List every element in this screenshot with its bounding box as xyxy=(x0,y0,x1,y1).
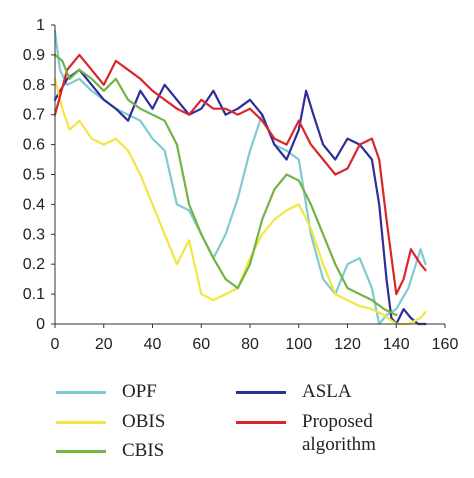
y-tick-label: 0.3 xyxy=(23,226,45,243)
legend-item-proposed: Proposed algorithm xyxy=(236,410,376,456)
y-tick-label: 0 xyxy=(36,316,45,333)
series-layer xyxy=(53,29,427,326)
legend-swatch-asla xyxy=(236,391,286,394)
x-tick-label: 160 xyxy=(432,336,459,353)
x-tick-label: 0 xyxy=(51,336,60,353)
x-tick-label: 40 xyxy=(144,336,162,353)
legend-swatch-obis xyxy=(56,421,106,424)
axes: 0 0.1 0.2 0.3 0.4 0.5 0.6 0.7 0.8 0.9 1 0 20 40 60 80 10… xyxy=(23,17,459,353)
legend-label-asla: ASLA xyxy=(302,381,352,402)
legend-item-opf: OPF xyxy=(56,380,157,403)
series-line-proposed xyxy=(53,53,427,296)
series-line-obis xyxy=(53,77,427,326)
legend-swatch-opf xyxy=(56,391,106,394)
legend-label-opf: OPF xyxy=(122,381,157,402)
series-line-cbis xyxy=(53,53,398,317)
x-tick-label: 80 xyxy=(241,336,259,353)
x-tick-label: 60 xyxy=(192,336,210,353)
y-tick-label: 0.1 xyxy=(23,286,45,303)
legend-item-asla: ASLA xyxy=(236,380,352,403)
y-tick-label: 1 xyxy=(36,17,45,34)
y-tick-label: 0.9 xyxy=(23,47,45,64)
legend-item-obis: OBIS xyxy=(56,410,165,433)
y-tick-label: 0.2 xyxy=(23,256,45,273)
line-chart: 0 0.1 0.2 0.3 0.4 0.5 0.6 0.7 0.8 0.9 1 0 20 40 60 80 10… xyxy=(23,17,459,353)
legend-label-cbis: CBIS xyxy=(122,440,165,461)
y-tick-label: 0.8 xyxy=(23,77,45,94)
legend-item-cbis: CBIS xyxy=(56,439,164,462)
legend-swatch-proposed xyxy=(236,421,286,424)
x-tick-label: 120 xyxy=(334,336,361,353)
y-tick-label: 0.4 xyxy=(23,196,45,213)
legend: OPF OBIS CBIS ASLA Proposed algorithm xyxy=(0,372,474,478)
x-tick-label: 100 xyxy=(285,336,312,353)
y-tick-label: 0.6 xyxy=(23,137,45,154)
x-tick-label: 140 xyxy=(383,336,410,353)
legend-label-obis: OBIS xyxy=(122,411,166,432)
legend-label-proposed: Proposed algorithm xyxy=(302,411,376,455)
y-tick-label: 0.7 xyxy=(23,107,45,124)
legend-swatch-cbis xyxy=(56,450,106,453)
x-tick-label: 20 xyxy=(95,336,113,353)
y-tick-label: 0.5 xyxy=(23,167,45,184)
